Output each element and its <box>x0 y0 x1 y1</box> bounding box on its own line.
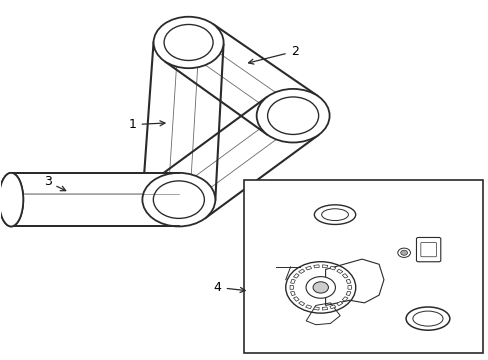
Text: 2: 2 <box>248 45 298 64</box>
Polygon shape <box>313 307 319 310</box>
Polygon shape <box>313 265 319 268</box>
Ellipse shape <box>0 173 23 226</box>
Ellipse shape <box>412 311 442 326</box>
Bar <box>244 180 482 353</box>
Polygon shape <box>305 266 311 270</box>
FancyBboxPatch shape <box>416 238 440 262</box>
Polygon shape <box>298 269 304 274</box>
Ellipse shape <box>405 307 449 330</box>
Ellipse shape <box>314 205 355 225</box>
FancyBboxPatch shape <box>420 243 435 257</box>
Polygon shape <box>346 279 350 283</box>
Polygon shape <box>329 266 335 270</box>
Bar <box>11 173 179 226</box>
Polygon shape <box>290 279 295 283</box>
Polygon shape <box>342 274 347 278</box>
Polygon shape <box>346 291 350 296</box>
Circle shape <box>256 89 329 143</box>
Polygon shape <box>342 297 347 301</box>
Circle shape <box>397 248 409 257</box>
Polygon shape <box>347 285 351 289</box>
Ellipse shape <box>321 209 347 221</box>
Text: 4: 4 <box>213 281 244 294</box>
Polygon shape <box>336 269 342 274</box>
Circle shape <box>312 282 328 293</box>
Text: 1: 1 <box>128 118 164 131</box>
Polygon shape <box>305 305 311 309</box>
Polygon shape <box>298 301 304 306</box>
Polygon shape <box>293 297 299 301</box>
Polygon shape <box>322 307 327 310</box>
Circle shape <box>305 276 335 298</box>
Polygon shape <box>329 305 335 309</box>
Ellipse shape <box>0 173 23 226</box>
Circle shape <box>153 17 223 68</box>
Polygon shape <box>293 274 299 278</box>
Polygon shape <box>336 301 342 306</box>
Polygon shape <box>322 265 327 268</box>
Polygon shape <box>289 285 293 289</box>
Circle shape <box>400 250 407 255</box>
Circle shape <box>142 173 215 226</box>
Circle shape <box>285 262 355 313</box>
Polygon shape <box>290 291 295 296</box>
Text: 3: 3 <box>43 175 65 191</box>
